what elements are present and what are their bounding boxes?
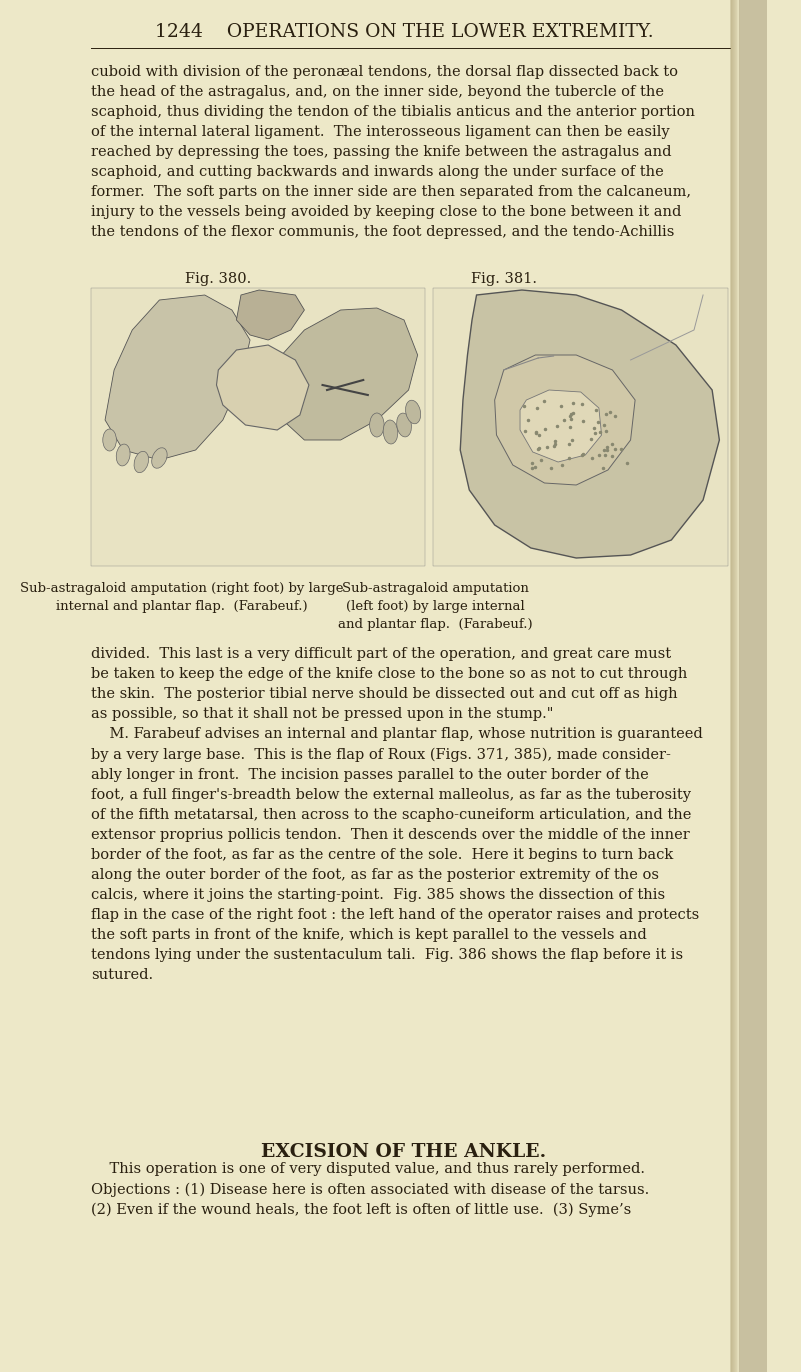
Polygon shape (216, 344, 309, 429)
Bar (433, 288, 727, 567)
Bar (734, 0, 735, 1372)
Polygon shape (461, 289, 719, 558)
Polygon shape (268, 307, 417, 440)
Ellipse shape (103, 429, 116, 451)
Ellipse shape (134, 451, 148, 472)
Bar (737, 0, 739, 1372)
Polygon shape (495, 355, 635, 484)
Text: Fig. 381.: Fig. 381. (471, 272, 537, 285)
Bar (731, 0, 733, 1372)
Bar (739, 0, 767, 1372)
Text: Fig. 380.: Fig. 380. (185, 272, 252, 285)
Ellipse shape (405, 401, 421, 424)
Text: Sub-astragaloid amputation
(left foot) by large internal
and plantar flap.  (Far: Sub-astragaloid amputation (left foot) b… (339, 582, 533, 631)
Text: 1244    OPERATIONS ON THE LOWER EXTREMITY.: 1244 OPERATIONS ON THE LOWER EXTREMITY. (155, 23, 654, 41)
Polygon shape (236, 289, 304, 340)
Bar (739, 0, 740, 1372)
Ellipse shape (396, 413, 412, 436)
Bar (731, 0, 732, 1372)
Polygon shape (105, 295, 250, 460)
Bar (735, 0, 738, 1372)
Bar (733, 0, 735, 1372)
Ellipse shape (383, 420, 398, 445)
Text: EXCISION OF THE ANKLE.: EXCISION OF THE ANKLE. (261, 1143, 546, 1161)
Text: cuboid with division of the peronæal tendons, the dorsal flap dissected back to
: cuboid with division of the peronæal ten… (91, 64, 695, 239)
Bar (738, 0, 739, 1372)
Ellipse shape (116, 445, 130, 466)
Text: divided.  This last is a very difficult part of the operation, and great care mu: divided. This last is a very difficult p… (91, 648, 703, 982)
Bar (735, 0, 737, 1372)
Text: Sub-astragaloid amputation (right foot) by large
internal and plantar flap.  (Fa: Sub-astragaloid amputation (right foot) … (20, 582, 344, 613)
Ellipse shape (151, 447, 167, 468)
Ellipse shape (369, 413, 384, 438)
Bar (91, 288, 425, 567)
Polygon shape (520, 390, 602, 462)
Text: This operation is one of very disputed value, and thus rarely performed.
Objecti: This operation is one of very disputed v… (91, 1162, 650, 1217)
Bar (732, 0, 734, 1372)
